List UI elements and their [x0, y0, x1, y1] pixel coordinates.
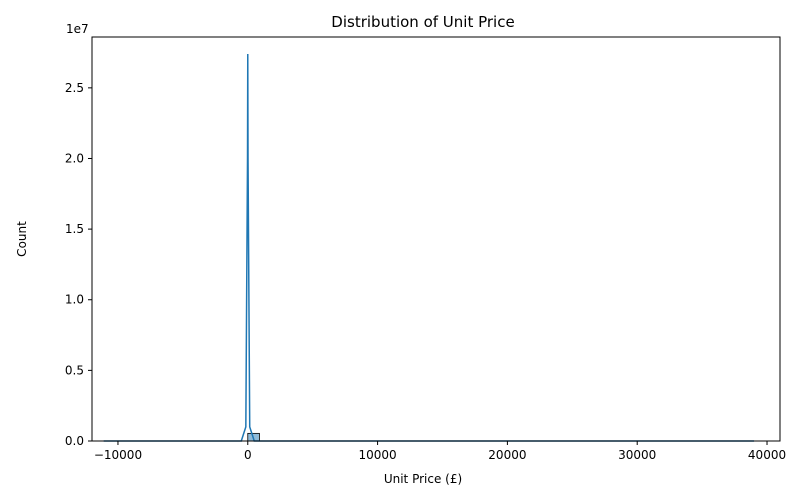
- y-tick-label: 1.5: [65, 222, 84, 236]
- x-tick-label: 10000: [358, 448, 396, 462]
- x-tick-label: 30000: [618, 448, 656, 462]
- y-tick-label: 2.0: [65, 151, 84, 165]
- y-tick-label: 0.0: [65, 434, 84, 448]
- y-axis-ticks: 0.0 0.5 1.0 1.5 2.0 2.5: [65, 81, 92, 448]
- x-tick-label: 40000: [748, 448, 786, 462]
- x-tick-label: −10000: [94, 448, 142, 462]
- y-axis-label: Count: [15, 221, 29, 257]
- x-tick-label: 20000: [488, 448, 526, 462]
- x-tick-label: 0: [244, 448, 252, 462]
- kde-line: [103, 53, 755, 442]
- y-offset-label: 1e7: [66, 22, 89, 36]
- chart-title: Distribution of Unit Price: [331, 13, 514, 31]
- x-axis-label: Unit Price (£): [384, 472, 462, 486]
- x-axis-ticks: −10000 0 10000 20000 30000 40000: [94, 441, 786, 462]
- y-tick-label: 2.5: [65, 81, 84, 95]
- axes-frame: [91, 36, 781, 442]
- y-tick-label: 0.5: [65, 363, 84, 377]
- y-tick-label: 1.0: [65, 293, 84, 307]
